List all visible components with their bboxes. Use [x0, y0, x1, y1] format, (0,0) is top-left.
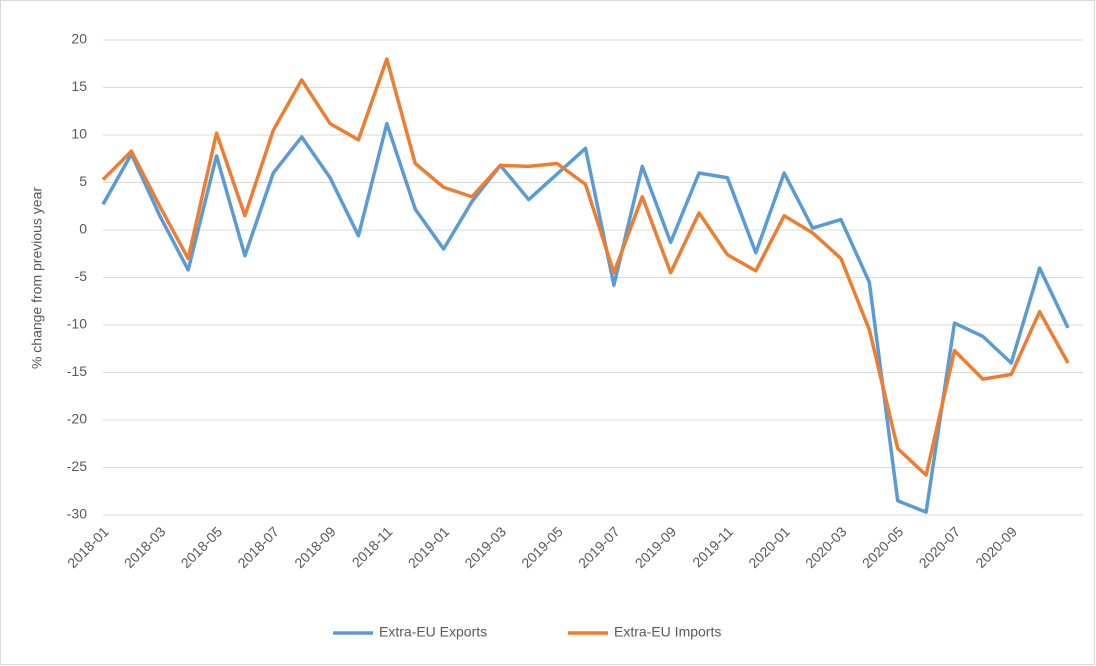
y-axis-label: % change from previous year — [29, 187, 45, 369]
y-tick-label: -30 — [67, 506, 87, 522]
legend-label: Extra-EU Imports — [614, 624, 721, 640]
y-tick-label: 20 — [71, 31, 87, 47]
y-tick-label: 15 — [71, 78, 87, 94]
legend-label: Extra-EU Exports — [379, 624, 487, 640]
y-tick-label: 0 — [79, 221, 87, 237]
y-tick-label: -10 — [67, 316, 87, 332]
series-line — [101, 121, 1070, 514]
y-tick-label: -15 — [67, 363, 87, 379]
y-tick-label: 10 — [71, 126, 87, 142]
y-tick-label: -25 — [67, 458, 87, 474]
y-tick-label: -20 — [67, 411, 87, 427]
series-line — [101, 57, 1070, 477]
y-tick-label: -5 — [75, 268, 88, 284]
y-tick-label: 5 — [79, 173, 87, 189]
